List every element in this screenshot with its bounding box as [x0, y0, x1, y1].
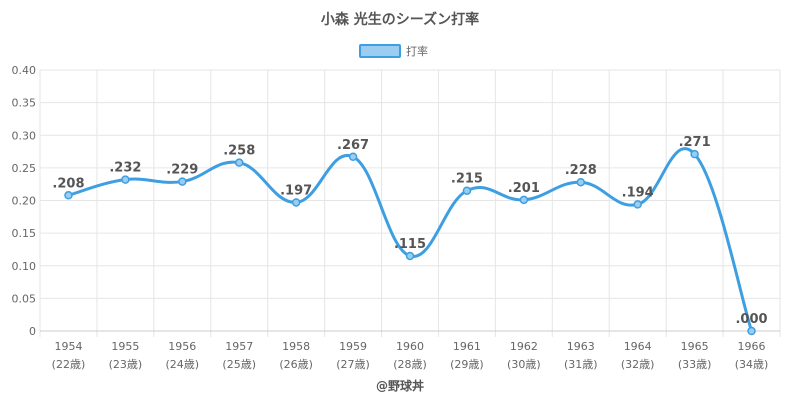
- x-tick-label-age: (33歳): [678, 358, 712, 371]
- x-tick-label-age: (30歳): [507, 358, 541, 371]
- x-tick-label-age: (27歳): [336, 358, 370, 371]
- x-tick-label-year: 1965: [681, 340, 709, 353]
- x-tick-label-age: (24歳): [166, 358, 200, 371]
- data-label: .115: [394, 237, 426, 252]
- x-tick-label-age: (26歳): [279, 358, 313, 371]
- y-axis: 0 0.05 0.10 0.15 0.20 0.25 0.30 0.35 0.40: [12, 64, 37, 338]
- data-point[interactable]: [633, 200, 642, 209]
- y-tick-label: 0: [29, 325, 36, 338]
- x-tick-label-year: 1957: [225, 340, 253, 353]
- x-tick-label-year: 1958: [282, 340, 310, 353]
- data-point[interactable]: [348, 152, 358, 162]
- data-label: .258: [223, 144, 255, 159]
- data-label: .215: [451, 172, 483, 187]
- y-tick-label: 0.35: [12, 97, 37, 110]
- data-label: .229: [166, 163, 198, 178]
- x-tick-label-year: 1963: [567, 340, 595, 353]
- data-point[interactable]: [234, 158, 244, 167]
- data-label: .000: [735, 312, 767, 327]
- x-tick-label-year: 1955: [111, 340, 139, 353]
- x-tick-label-age: (31歳): [564, 358, 598, 371]
- x-tick-label-year: 1966: [738, 340, 766, 353]
- data-points: [64, 149, 756, 336]
- x-tick-label-year: 1960: [396, 340, 424, 353]
- y-tick-label: 0.25: [12, 162, 37, 175]
- data-point[interactable]: [64, 191, 73, 200]
- credit-text: @野球丼: [376, 378, 424, 393]
- series-line-batting-average: [68, 147, 753, 332]
- y-tick-label: 0.15: [12, 227, 37, 240]
- x-tick-label-year: 1964: [624, 340, 652, 353]
- data-point[interactable]: [121, 175, 130, 184]
- x-tick-label-age: (23歳): [109, 358, 143, 371]
- x-tick-label-year: 1956: [168, 340, 196, 353]
- x-tick-label-age: (28歳): [393, 358, 427, 371]
- data-labels: .208 .232 .229 .258 .197 .267 .115 .215 .201 .228…: [52, 135, 767, 327]
- data-point[interactable]: [178, 177, 187, 186]
- data-label: .232: [109, 161, 141, 176]
- x-tick-label-age: (22歳): [52, 358, 86, 371]
- x-tick-label-age: (32歳): [621, 358, 655, 371]
- y-tick-label: 0.40: [12, 64, 37, 77]
- y-tick-label: 0.20: [12, 195, 37, 208]
- x-tick-label-year: 1954: [54, 340, 82, 353]
- y-tick-label: 0.05: [12, 292, 37, 305]
- data-label: .271: [679, 135, 711, 150]
- data-label: .228: [565, 163, 597, 178]
- data-label: .197: [280, 183, 312, 198]
- data-point[interactable]: [405, 251, 415, 261]
- data-point[interactable]: [576, 177, 586, 187]
- x-tick-label-age: (29歳): [450, 358, 484, 371]
- data-point[interactable]: [519, 195, 529, 205]
- data-point[interactable]: [747, 326, 756, 336]
- x-axis: 1954 (22歳) 1955 (23歳) 1956 (24歳) 1957 (25歳) 1958…: [52, 340, 769, 371]
- y-tick-label: 0.30: [12, 129, 37, 142]
- y-tick-label: 0.10: [12, 260, 37, 273]
- x-tick-label-age: (25歳): [222, 358, 256, 371]
- legend[interactable]: 打率: [359, 44, 428, 58]
- chart-title: 小森 光生のシーズン打率: [321, 11, 479, 28]
- legend-label: 打率: [406, 44, 428, 58]
- data-label: .201: [508, 181, 540, 196]
- data-point[interactable]: [690, 149, 699, 159]
- x-tick-label-year: 1962: [510, 340, 538, 353]
- x-tick-label-age: (34歳): [735, 358, 769, 371]
- data-label: .267: [337, 138, 369, 153]
- grid-layer: [39, 69, 781, 337]
- data-point[interactable]: [462, 186, 472, 195]
- legend-swatch: [359, 44, 401, 58]
- x-tick-label-year: 1961: [453, 340, 481, 353]
- data-point[interactable]: [291, 198, 301, 207]
- data-label: .194: [622, 185, 654, 200]
- x-tick-label-year: 1959: [339, 340, 367, 353]
- data-label: .208: [52, 176, 84, 191]
